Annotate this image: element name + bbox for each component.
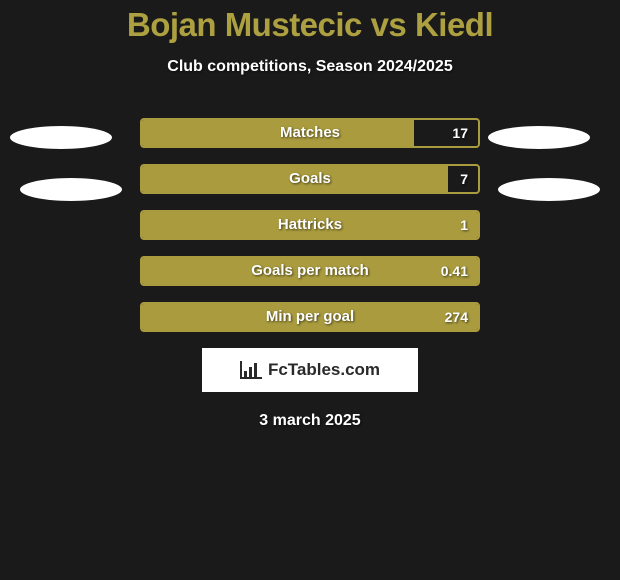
stat-value: 1 — [460, 212, 468, 238]
page-subtitle: Club competitions, Season 2024/2025 — [0, 58, 620, 76]
stat-label: Hattricks — [142, 212, 478, 238]
stat-value: 17 — [452, 120, 468, 146]
side-ellipse-left-2 — [20, 178, 122, 201]
stat-label: Min per goal — [142, 304, 478, 330]
side-ellipse-right-1 — [488, 126, 590, 149]
stat-row-hattricks: Hattricks 1 — [140, 210, 480, 240]
stats-area: Matches 17 Goals 7 Hattricks 1 Goals per… — [0, 118, 620, 430]
stat-value: 274 — [445, 304, 468, 330]
stat-row-goals-per-match: Goals per match 0.41 — [140, 256, 480, 286]
stat-row-goals: Goals 7 — [140, 164, 480, 194]
stat-label: Goals — [142, 166, 478, 192]
page-title: Bojan Mustecic vs Kiedl — [0, 6, 620, 44]
bar-chart-icon — [240, 361, 262, 379]
branding-text: FcTables.com — [268, 360, 380, 380]
stat-row-min-per-goal: Min per goal 274 — [140, 302, 480, 332]
stat-value: 7 — [460, 166, 468, 192]
side-ellipse-right-2 — [498, 178, 600, 201]
stat-label: Matches — [142, 120, 478, 146]
stat-label: Goals per match — [142, 258, 478, 284]
branding-box: FcTables.com — [202, 348, 418, 392]
side-ellipse-left-1 — [10, 126, 112, 149]
stat-value: 0.41 — [441, 258, 468, 284]
stat-row-matches: Matches 17 — [140, 118, 480, 148]
footer-date: 3 march 2025 — [0, 412, 620, 430]
header: Bojan Mustecic vs Kiedl Club competition… — [0, 0, 620, 76]
